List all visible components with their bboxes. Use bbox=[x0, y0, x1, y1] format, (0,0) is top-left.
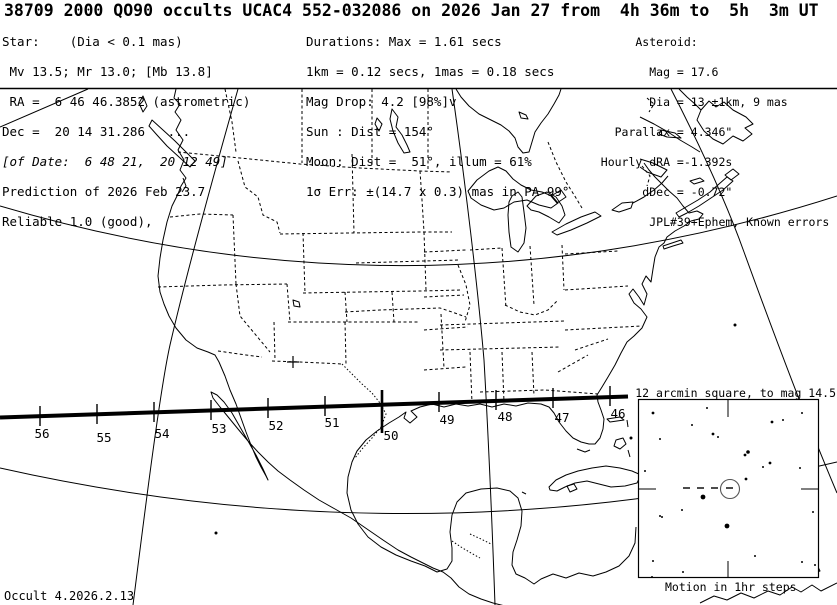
path-tick-labels: 56 55 54 53 52 51 50 49 48 47 46 bbox=[34, 406, 625, 445]
lake-ontario bbox=[611, 201, 634, 213]
small-cay bbox=[521, 491, 527, 495]
meridian-line bbox=[132, 88, 239, 605]
lake-erie bbox=[551, 211, 602, 236]
asteroid-info-column: Asteroid: Mag = 17.6 Dia = 13 ±1km, 9 ma… bbox=[580, 17, 829, 247]
islet-dot bbox=[214, 531, 218, 535]
quebec-north-shore bbox=[639, 116, 701, 153]
anticosti-island bbox=[658, 129, 682, 139]
software-version-label: Occult 4.2026.2.13 bbox=[4, 589, 135, 603]
star-info-line: Dec = 20 14 31.286 ... bbox=[2, 124, 191, 139]
tick-label: 49 bbox=[439, 412, 454, 427]
inset-caption-bottom: Motion in 1hr steps bbox=[665, 580, 797, 594]
coastlines bbox=[138, 88, 837, 605]
georgian-bay bbox=[550, 189, 567, 204]
star-info-line: Mv 13.5; Mr 13.0; [Mb 13.8] bbox=[2, 64, 213, 79]
durations-info-column: Durations: Max = 1.61 secs 1km = 0.12 se… bbox=[306, 17, 569, 217]
tick-label: 53 bbox=[211, 421, 226, 436]
state-borders bbox=[157, 88, 655, 404]
tick-label: 47 bbox=[554, 410, 569, 425]
nova-scotia bbox=[675, 176, 734, 218]
tick-label: 54 bbox=[154, 426, 169, 441]
prince-edward-island bbox=[689, 177, 705, 185]
cape-breton bbox=[724, 168, 740, 181]
lake-superior bbox=[467, 166, 559, 211]
tick-label: 50 bbox=[383, 428, 398, 443]
asteroid-info-line: dDec = -0.72" bbox=[580, 185, 733, 199]
parallel-line bbox=[0, 195, 837, 267]
inset-edge-ticks bbox=[638, 400, 819, 578]
durations-info-line: Mag Drop: 4.2 [98%]v bbox=[306, 94, 457, 109]
eleuthera bbox=[627, 449, 631, 458]
long-island bbox=[662, 239, 684, 250]
durations-info-line: Moon: Dist = 51°, illum = 61% bbox=[306, 154, 532, 169]
tick-label: 46 bbox=[610, 406, 625, 421]
inset-caption-top: 12 arcmin square, to mag 14.5 bbox=[635, 386, 836, 400]
page-title: 38709 2000 QO90 occults UCAC4 552-032086… bbox=[4, 1, 819, 20]
puget-sound bbox=[181, 177, 187, 193]
tick-label: 56 bbox=[34, 426, 49, 441]
asteroid-info-line: Parallax = 4.346" bbox=[580, 125, 733, 139]
durations-info-line: 1σ Err: ±(14.7 x 0.3) mas in PA 99° bbox=[306, 184, 570, 199]
cuba bbox=[548, 465, 642, 492]
star-info-column: Star: (Dia < 0.1 mas) Mv 13.5; Mr 13.0; … bbox=[2, 17, 250, 247]
star-info-line: Star: (Dia < 0.1 mas) bbox=[2, 34, 183, 49]
path-minute-ticks bbox=[39, 386, 611, 433]
caribbean-south-coast bbox=[699, 582, 837, 604]
gulf-atlantic-coast bbox=[346, 162, 704, 585]
site-plus-marker bbox=[287, 356, 299, 368]
labrador-coast bbox=[678, 88, 702, 111]
durations-info-line: Durations: Max = 1.61 secs bbox=[306, 34, 502, 49]
inset-stars bbox=[644, 407, 816, 578]
star-info-line: Reliable 1.0 (good), bbox=[2, 214, 153, 229]
bermuda-dot bbox=[733, 323, 737, 327]
star-chart-inset: 12 arcmin square, to mag 14.5 Motion in … bbox=[635, 386, 836, 594]
tick-label: 48 bbox=[497, 409, 512, 424]
great-salt-lake bbox=[292, 299, 301, 308]
andros-island bbox=[613, 437, 627, 450]
occultation-path-line bbox=[0, 394, 629, 420]
lake-huron bbox=[526, 191, 566, 224]
florida-keys bbox=[576, 448, 591, 453]
tick-label: 52 bbox=[268, 418, 283, 433]
lake-michigan bbox=[507, 191, 527, 253]
asteroid-info-line: Hourly dRA =-1.392s bbox=[580, 155, 733, 169]
dotted-borders bbox=[341, 363, 492, 559]
bahama-cay bbox=[626, 419, 629, 428]
tick-label: 55 bbox=[96, 430, 111, 445]
pacific-coast bbox=[157, 88, 504, 605]
hudson-bay bbox=[455, 88, 562, 154]
tick-label: 51 bbox=[324, 415, 339, 430]
newfoundland bbox=[696, 100, 754, 145]
asteroid-info-line: JPL#39+Ephem, Known errors bbox=[580, 215, 830, 229]
meridian-line bbox=[0, 88, 89, 128]
lake-winnipeg bbox=[389, 108, 411, 154]
grand-bahama bbox=[606, 416, 625, 423]
graticule bbox=[0, 88, 837, 605]
asteroid-info-line: Mag = 17.6 bbox=[580, 65, 719, 79]
durations-info-line: 1km = 0.12 secs, 1mas = 0.18 secs bbox=[306, 64, 555, 79]
target-star-circle bbox=[719, 478, 741, 500]
star-info-line: Prediction of 2026 Feb 23.7 bbox=[2, 184, 206, 199]
asteroid-info-line: Dia = 13 ±1km, 9 mas bbox=[580, 95, 788, 109]
isla-juventud bbox=[566, 483, 578, 493]
haida-gwaii bbox=[138, 95, 148, 113]
bay-island bbox=[518, 111, 529, 120]
islet-dot bbox=[629, 436, 633, 440]
lake-manitoba bbox=[374, 117, 383, 132]
star-info-line-of-date: [of Date: 6 48 21, 20 12 49] bbox=[2, 154, 228, 169]
st-lawrence-river bbox=[632, 175, 669, 204]
vancouver-island bbox=[148, 119, 196, 168]
asteroid-info-line: Asteroid: bbox=[580, 35, 698, 49]
meridian-line bbox=[451, 88, 496, 605]
durations-info-line: Sun : Dist = 154° bbox=[306, 124, 434, 139]
star-info-line: RA = 6 46 46.3852 (astrometric) bbox=[2, 94, 251, 109]
